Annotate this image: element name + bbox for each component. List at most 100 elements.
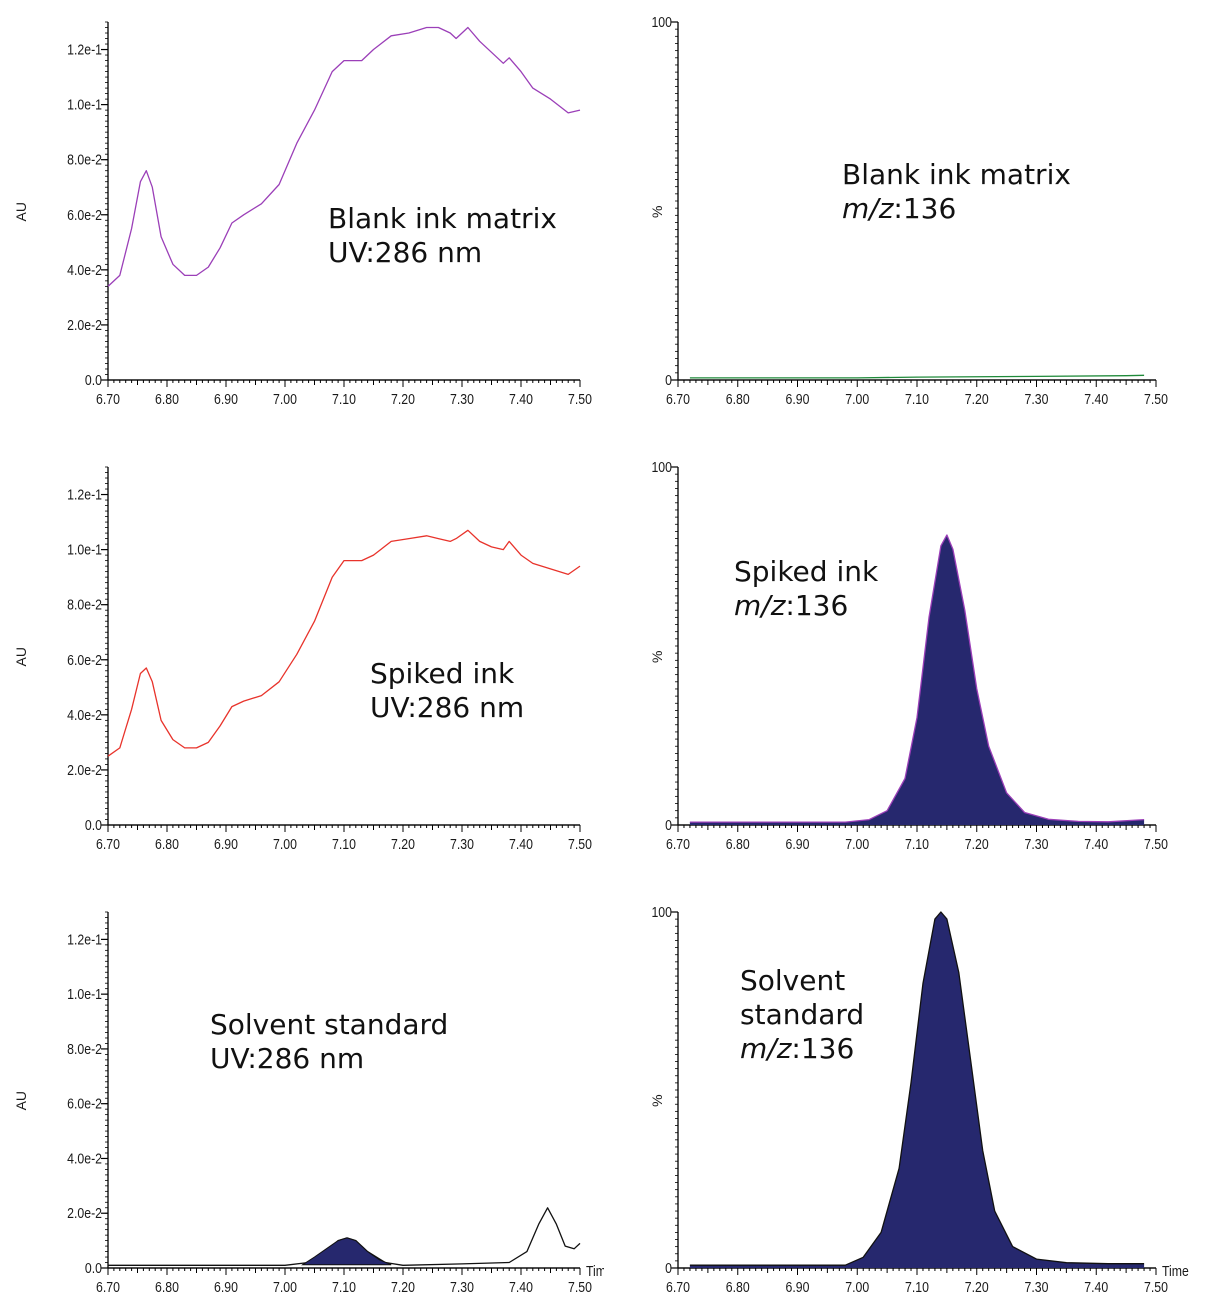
axes: 6.70 6.80 6.90 7.00 7.10 7.20 7.30 7.40 7.50 0.0 2… bbox=[13, 21, 592, 407]
mz-label: m/z bbox=[734, 589, 787, 622]
y-tick-label: 1.2e-1 bbox=[67, 41, 102, 57]
x-tick-label: 6.90 bbox=[786, 836, 810, 852]
uv-spiked-chart: 6.70 6.80 6.90 7.00 7.10 7.20 7.30 7.40 7.50 0.0 2… bbox=[13, 466, 592, 852]
x-axis-label: Time bbox=[586, 1263, 604, 1279]
y-tick-label: 1.2e-1 bbox=[67, 931, 102, 947]
annotation-line: Spiked ink bbox=[734, 555, 879, 588]
x-tick-label: 6.70 bbox=[666, 391, 690, 407]
uv-solvent-panel: 6.70 6.80 6.90 7.00 7.10 7.20 7.30 7.40 7.50 0.0 2… bbox=[0, 890, 604, 1303]
y-tick-label: 0.0 bbox=[85, 817, 102, 833]
mz-value: :136 bbox=[785, 589, 848, 622]
x-tick-label: 7.00 bbox=[845, 1279, 869, 1295]
y-tick-label: 1.0e-1 bbox=[67, 96, 102, 112]
annotation-line: Solvent standard bbox=[210, 1008, 448, 1041]
series-group bbox=[108, 1207, 581, 1266]
y-tick-label: 4.0e-2 bbox=[67, 262, 102, 278]
x-tick-label: 7.50 bbox=[1144, 1279, 1168, 1295]
x-tick-label: 7.00 bbox=[845, 391, 869, 407]
x-tick-label: 7.40 bbox=[509, 391, 533, 407]
axes: 6.70 6.80 6.90 7.00 7.10 7.20 7.30 7.40 7.50 0 100… bbox=[649, 459, 1168, 852]
x-tick-label: 7.00 bbox=[273, 836, 297, 852]
ms-spiked-chart: 6.70 6.80 6.90 7.00 7.10 7.20 7.30 7.40 7.50 0 100… bbox=[649, 459, 1168, 852]
x-tick-label: 6.80 bbox=[155, 1279, 179, 1295]
x-tick-label: 7.00 bbox=[273, 391, 297, 407]
uv-solvent-chart: 6.70 6.80 6.90 7.00 7.10 7.20 7.30 7.40 7.50 0.0 2… bbox=[13, 911, 604, 1295]
annotation-line: UV:286 nm bbox=[370, 691, 524, 724]
x-tick-label: 7.00 bbox=[845, 836, 869, 852]
y-axis-label: % bbox=[649, 206, 665, 218]
x-tick-label: 6.70 bbox=[666, 836, 690, 852]
x-tick-label: 6.70 bbox=[96, 1279, 120, 1295]
x-tick-label: 7.20 bbox=[391, 391, 415, 407]
y-tick-label: 4.0e-2 bbox=[67, 707, 102, 723]
annotation-line: Solvent bbox=[740, 964, 845, 997]
x-tick-label: 6.80 bbox=[726, 1279, 750, 1295]
series-group bbox=[689, 534, 1145, 825]
uv-spiked-panel: 6.70 6.80 6.90 7.00 7.10 7.20 7.30 7.40 7.50 0.0 2… bbox=[0, 445, 604, 875]
x-tick-label: 7.30 bbox=[1025, 836, 1049, 852]
x-tick-label: 7.30 bbox=[450, 1279, 474, 1295]
series-line bbox=[107, 26, 581, 287]
mz-label: m/z bbox=[740, 1032, 793, 1065]
x-tick-label: 6.90 bbox=[786, 391, 810, 407]
x-tick-label: 7.10 bbox=[905, 391, 929, 407]
ms-blank-chart: 6.70 6.80 6.90 7.00 7.10 7.20 7.30 7.40 7.50 0 100… bbox=[649, 14, 1168, 407]
x-tick-label: 7.40 bbox=[1084, 1279, 1108, 1295]
axes: 6.70 6.80 6.90 7.00 7.10 7.20 7.30 7.40 7.50 0 100… bbox=[649, 14, 1168, 407]
x-tick-label: 6.70 bbox=[666, 1279, 690, 1295]
y-tick-label: 0 bbox=[665, 817, 672, 833]
y-tick-label: 2.0e-2 bbox=[67, 317, 102, 333]
x-tick-label: 7.30 bbox=[450, 391, 474, 407]
x-tick-label: 7.50 bbox=[1144, 391, 1168, 407]
x-tick-label: 7.40 bbox=[1084, 391, 1108, 407]
y-tick-label: 100 bbox=[651, 459, 672, 475]
series-group bbox=[689, 911, 1145, 1268]
series-group bbox=[689, 374, 1145, 379]
y-tick-label: 2.0e-2 bbox=[67, 1205, 102, 1221]
y-axis-label: % bbox=[649, 651, 665, 663]
y-tick-label: 100 bbox=[651, 14, 672, 30]
y-tick-label: 2.0e-2 bbox=[67, 762, 102, 778]
x-tick-label: 7.10 bbox=[905, 836, 929, 852]
x-tick-label: 7.10 bbox=[332, 391, 356, 407]
y-tick-label: 0.0 bbox=[85, 372, 102, 388]
annotation-line: m/z:136 bbox=[842, 192, 956, 225]
annotation-line: m/z:136 bbox=[740, 1032, 854, 1065]
annotation-line: Spiked ink bbox=[370, 657, 515, 690]
annotation-line: m/z:136 bbox=[734, 589, 848, 622]
x-tick-label: 7.30 bbox=[1025, 391, 1049, 407]
annotation-line: UV:286 nm bbox=[328, 236, 482, 269]
x-tick-label: 6.80 bbox=[155, 391, 179, 407]
axes: 6.70 6.80 6.90 7.00 7.10 7.20 7.30 7.40 7.50 0.0 2… bbox=[13, 466, 592, 852]
y-axis-label: AU bbox=[13, 1091, 29, 1110]
x-tick-label: 6.80 bbox=[155, 836, 179, 852]
mz-value: :136 bbox=[791, 1032, 854, 1065]
y-tick-label: 6.0e-2 bbox=[67, 1096, 102, 1112]
y-axis-label: AU bbox=[13, 647, 29, 666]
series-line bbox=[107, 529, 581, 757]
x-tick-label: 6.90 bbox=[786, 1279, 810, 1295]
x-tick-label: 7.50 bbox=[1144, 836, 1168, 852]
x-tick-label: 6.70 bbox=[96, 836, 120, 852]
x-tick-label: 7.00 bbox=[273, 1279, 297, 1295]
mz-label: m/z bbox=[842, 192, 895, 225]
x-tick-label: 7.30 bbox=[1025, 1279, 1049, 1295]
annotation-line: Blank ink matrix bbox=[328, 202, 557, 235]
ms-solvent-panel: 6.70 6.80 6.90 7.00 7.10 7.20 7.30 7.40 7.50 0 100… bbox=[604, 890, 1208, 1303]
y-tick-label: 0.0 bbox=[85, 1260, 102, 1276]
y-tick-label: 4.0e-2 bbox=[67, 1150, 102, 1166]
x-tick-label: 7.50 bbox=[568, 1279, 592, 1295]
x-tick-label: 6.70 bbox=[96, 391, 120, 407]
mz-value: :136 bbox=[893, 192, 956, 225]
series-line bbox=[689, 534, 1145, 823]
y-tick-label: 1.0e-1 bbox=[67, 541, 102, 557]
y-tick-label: 8.0e-2 bbox=[67, 597, 102, 613]
x-tick-label: 6.80 bbox=[726, 391, 750, 407]
x-tick-label: 6.90 bbox=[214, 836, 238, 852]
y-axis-label: AU bbox=[13, 202, 29, 221]
y-tick-label: 100 bbox=[651, 904, 672, 920]
